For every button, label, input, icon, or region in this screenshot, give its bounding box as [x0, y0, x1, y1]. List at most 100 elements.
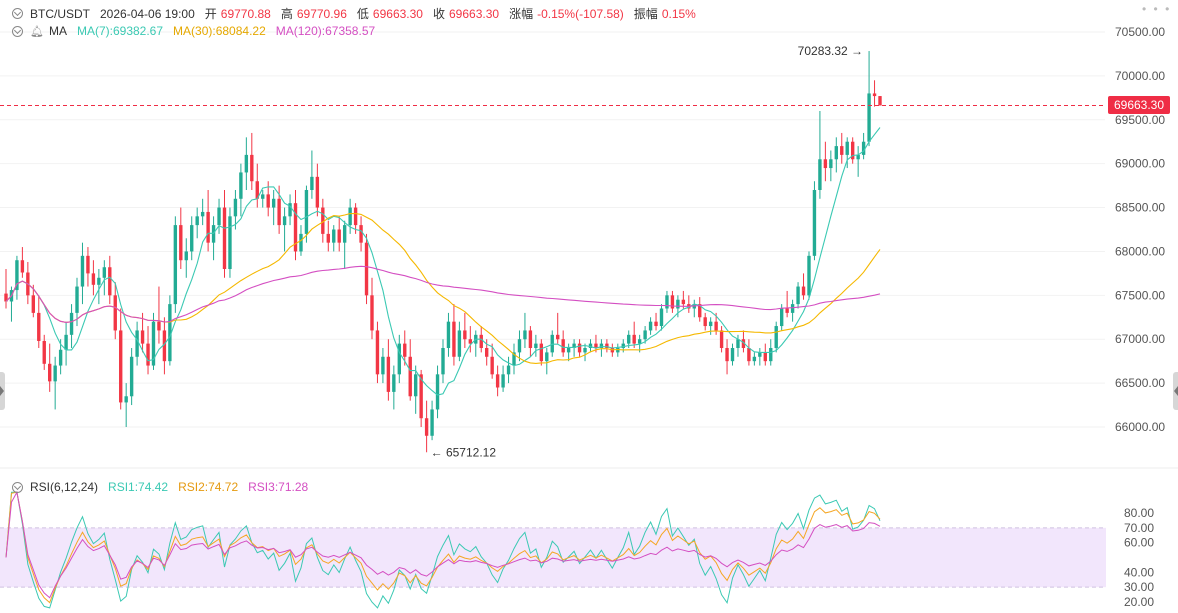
candle-body [211, 225, 216, 243]
collapse-chevron-icon[interactable] [12, 481, 23, 493]
candle-body [261, 194, 265, 199]
candle-body [670, 295, 675, 309]
candle-body [403, 343, 407, 357]
candle-body [785, 308, 789, 313]
price-axis-tick: 68000.00 [1115, 244, 1165, 258]
candle-body [277, 198, 281, 226]
candle-body [113, 295, 117, 331]
rsi-axis-tick: 20.00 [1124, 595, 1154, 609]
candle-body [676, 299, 680, 309]
candle-body [293, 203, 298, 252]
candle-body [332, 229, 336, 243]
candle-body [413, 374, 418, 397]
candle-body [190, 225, 194, 252]
candle-body [244, 154, 249, 173]
candle-body [632, 334, 636, 344]
candle-body [758, 352, 762, 357]
candle-body [703, 317, 707, 327]
candle-body [282, 216, 287, 226]
candle-body [818, 159, 822, 190]
rsi-axis-tick: 60.00 [1124, 536, 1154, 550]
candle-body [102, 267, 107, 278]
candle-body [485, 348, 489, 357]
candle-body [643, 330, 647, 340]
rsi1-line [5, 491, 881, 609]
candle-body [173, 225, 178, 305]
candle-body [577, 343, 582, 353]
rsi-axis-tick: 80.00 [1124, 506, 1154, 520]
candle-body [140, 330, 145, 344]
candle-body [550, 334, 554, 353]
low-value: 69663.30 [372, 6, 423, 21]
candle-body [397, 343, 401, 375]
more-options-icon[interactable]: • • • [1142, 2, 1172, 16]
candle-body [725, 348, 729, 362]
candle-body [840, 146, 844, 155]
candle-body [616, 348, 620, 353]
candle-body [20, 260, 25, 273]
candle-body [195, 216, 199, 226]
candle-body [463, 330, 467, 340]
close-value: 69663.30 [449, 6, 500, 21]
candle-body [157, 321, 161, 331]
candle-body [392, 374, 396, 392]
candle-body [326, 233, 330, 243]
candle-body [752, 356, 757, 362]
candle-body [69, 312, 74, 335]
candle-body [200, 211, 205, 217]
candle-body [523, 330, 527, 340]
candle-body [42, 340, 46, 364]
rsi3-line [5, 490, 881, 599]
candle-body [774, 326, 778, 348]
candle-body [146, 343, 150, 366]
scroll-left-handle[interactable] [0, 372, 5, 410]
candle-body [435, 374, 440, 410]
high-value: 69770.96 [296, 6, 347, 21]
candle-body [779, 308, 784, 327]
candle-body [736, 339, 740, 348]
rsi-label[interactable]: RSI(6,12,24) [30, 480, 99, 494]
ma30-value: MA(30):68084.22 [173, 24, 266, 38]
collapse-chevron-icon[interactable] [12, 8, 23, 19]
candle-body [408, 356, 412, 397]
candle-body [807, 255, 811, 296]
candle-body [419, 374, 423, 419]
ma-legend: 🔔︎ MA MA(7):69382.67 MA(30):68084.22 MA(… [12, 24, 375, 38]
candle-body [605, 343, 609, 348]
rsi3-value: RSI3:71.28 [248, 480, 309, 494]
candle-body [80, 255, 85, 287]
candle-body [266, 194, 270, 208]
candle-body [534, 343, 538, 348]
candle-body [135, 330, 139, 357]
candle-body [168, 304, 172, 362]
ma7-line [5, 127, 881, 396]
candle-body [654, 321, 658, 327]
candle-body [599, 343, 604, 348]
bell-icon[interactable]: 🔔︎ [30, 25, 44, 38]
candle-body [681, 299, 686, 305]
candle-body [545, 352, 549, 362]
ma120-value: MA(120):67358.57 [275, 24, 376, 38]
candle-body [228, 216, 232, 269]
candle-body [386, 356, 391, 392]
candle-body [583, 348, 587, 353]
candle-body [594, 343, 598, 348]
candle-body [495, 374, 500, 388]
price-axis-tick: 66500.00 [1115, 376, 1165, 390]
candle-body [353, 207, 358, 226]
candle-body [75, 286, 79, 313]
rsi2-value: RSI2:74.72 [178, 480, 239, 494]
scroll-right-handle[interactable] [1173, 372, 1178, 410]
ma-label[interactable]: MA [48, 24, 67, 38]
candle-body [184, 251, 188, 261]
ohlc-header: BTC/USDT 2026-04-06 19:00 开 69770.88 高 6… [12, 5, 696, 22]
candle-body [512, 352, 516, 366]
collapse-chevron-icon[interactable] [12, 25, 23, 37]
candle-body [730, 348, 735, 362]
candle-body [741, 339, 746, 348]
candle-body [179, 225, 183, 261]
high-annotation: 70283.32 → [798, 44, 863, 58]
candle-body [872, 93, 877, 97]
